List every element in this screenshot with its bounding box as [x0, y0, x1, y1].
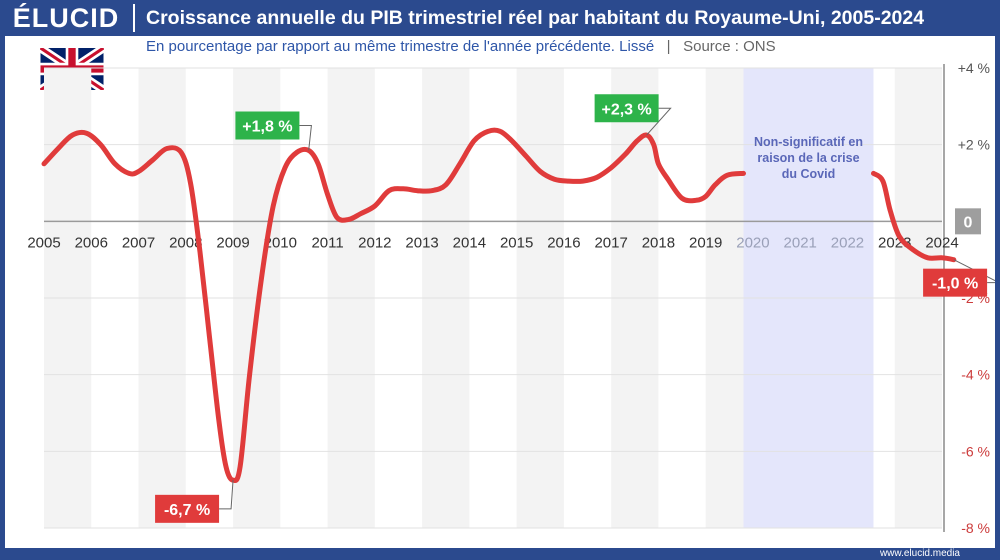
annotation-leader: [219, 480, 234, 510]
x-tick-label: 2021: [784, 234, 817, 251]
x-tick-label: 2012: [358, 234, 391, 251]
x-tick-label: 2005: [27, 234, 60, 251]
x-tick-label: 2009: [216, 234, 249, 251]
footer-bar: [0, 548, 1000, 560]
subtitle-separator: |: [658, 38, 679, 55]
covid-note: raison de la crise: [757, 151, 859, 165]
annotation-label: +1,8 %: [242, 119, 292, 136]
x-tick-label: 2013: [405, 234, 438, 251]
footer-url[interactable]: www.elucid.media: [879, 548, 960, 559]
annotation-box: [155, 494, 220, 523]
chart-title: Croissance annuelle du PIB trimestriel r…: [146, 7, 925, 29]
x-tick-label: 2006: [75, 234, 108, 251]
chart-subtitle: En pourcentage par rapport au même trime…: [146, 38, 776, 55]
brand-logo[interactable]: ÉLUCID: [0, 0, 132, 36]
x-tick-label: 2016: [547, 234, 580, 251]
x-tick-label: 2020: [736, 234, 769, 251]
annotation-box: [923, 268, 988, 297]
zero-badge: [955, 208, 981, 235]
annotation-leader: [646, 107, 672, 136]
x-tick-label: 2019: [689, 234, 722, 251]
header-bar: [0, 0, 1000, 36]
x-tick-label: 2011: [311, 234, 343, 251]
annotation-box: [235, 111, 300, 140]
subtitle-text: En pourcentage par rapport au même trime…: [146, 38, 655, 55]
x-tick-label: 2024: [925, 234, 958, 251]
y-tick-label: -6 %: [961, 443, 990, 459]
logo-divider: [133, 4, 135, 32]
covid-note: Non-significatif en: [754, 135, 863, 149]
source-text: Source : ONS: [683, 38, 776, 55]
annotation-label: +2,3 %: [601, 101, 651, 118]
x-tick-label: 2018: [642, 234, 675, 251]
x-tick-label: 2017: [594, 234, 627, 251]
x-tick-label: 2010: [264, 234, 297, 251]
annotation-leader: [299, 125, 312, 151]
left-border: [0, 36, 5, 560]
y-tick-label: +4 %: [958, 60, 990, 76]
annotation-label: -6,7 %: [164, 502, 210, 519]
y-tick-label: -4 %: [961, 367, 990, 383]
annotation-box: [594, 94, 659, 123]
x-tick-label: 2014: [453, 234, 486, 251]
y-tick-label: 0: [964, 214, 973, 231]
x-tick-label: 2008: [169, 234, 202, 251]
x-tick-label: 2007: [122, 234, 155, 251]
x-tick-label: 2022: [831, 234, 864, 251]
right-border: [995, 36, 1000, 560]
y-tick-label: -8 %: [961, 520, 990, 536]
y-tick-label: +2 %: [958, 137, 990, 153]
annotation-label: -1,0 %: [932, 276, 978, 293]
series-line: [871, 170, 957, 263]
x-tick-label: 2015: [500, 234, 533, 251]
series-line: [41, 127, 746, 483]
covid-note: du Covid: [782, 167, 835, 181]
